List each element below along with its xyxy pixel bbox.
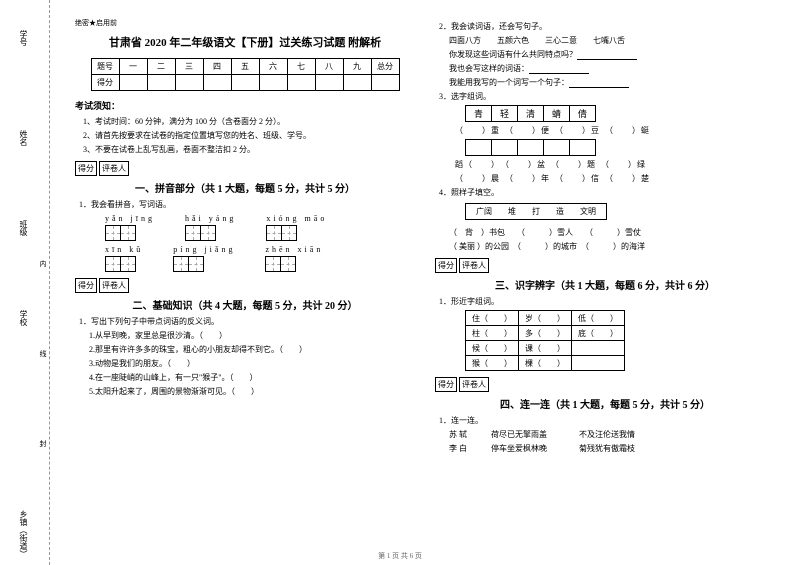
scorer-box-3: 得分评卷人 [435, 258, 775, 273]
sec2-q1-4: 4.在一座陡峭的山峰上，有一只"猴子"。（ ） [89, 372, 415, 383]
confidential-header: 绝密★启用前 [75, 18, 415, 28]
pinyin-row-2: xīn kǔ píng jiǎng zhēn xiān [105, 245, 415, 272]
sec2-q2-l1: 你发现这些词语有什么共同特点吗？ [449, 49, 775, 60]
paren-row-1: （ ）重 （ ）便 （ ）豆 （ ）蜓 [455, 125, 775, 136]
scorer-box-2: 得分评卷人 [75, 278, 415, 293]
char-blank-table-1 [465, 139, 596, 156]
sec2-q2: 2．我会读词语，还会写句子。 [439, 21, 775, 32]
label-school: 学校 [18, 310, 29, 326]
paren-row-2: 蹈（ ） （ ）盆 （ ）题 （ ）绿 [455, 159, 775, 170]
scorer-box-1: 得分评卷人 [75, 161, 415, 176]
notice-title: 考试须知： [75, 99, 415, 112]
section-3-title: 三、识字辨字（共 1 大题，每题 6 分，共计 6 分） [435, 277, 775, 292]
sec2-q3: 3．选字组词。 [439, 91, 775, 102]
score-value-row: 得分 [91, 75, 399, 91]
sec2-q1: 1．写出下列句子中带点词语的反义词。 [79, 316, 415, 327]
score-table: 题号 一 二 三 四 五 六 七 八 九 总分 得分 [91, 58, 400, 91]
right-column: 2．我会读词语，还会写句子。 四面八方 五颜六色 三心二意 七嘴八舌 你发现这些… [425, 18, 785, 555]
pinyin-row-1: yǎn jīng hǎi yáng xióng māo [105, 214, 415, 241]
sec2-q2-l3: 我能用我写的一个词写一个句子： [449, 77, 775, 88]
sec2-q2-l2: 我也会写这样的词语： [449, 63, 775, 74]
label-name: 姓名 [18, 130, 29, 146]
left-column: 绝密★启用前 甘肃省 2020 年二年级语文【下册】过关练习试题 附解析 题号 … [65, 18, 425, 555]
notice-2: 2、请首先按要求在试卷的指定位置填写您的姓名、班级、学号。 [83, 130, 415, 141]
sec4-l1: 苏 轼 荷尽已无擎雨盖 不及汪伦送我情 [449, 429, 775, 440]
scorer-box-4: 得分评卷人 [435, 377, 775, 392]
binding-margin: 学号 姓名 班级 学校 乡镇（街道） 内 线 封 [0, 0, 50, 565]
page-footer: 第 1 页 共 6 页 [0, 551, 800, 561]
sec2-q4-words: 广阔 堆 打 造 文明 [465, 203, 607, 220]
sec2-q4: 4．照样子填空。 [439, 187, 775, 198]
sec4-l2: 李 白 停车坐爱枫林晚 菊残犹有傲霜枝 [449, 443, 775, 454]
word-compare-table: 住（ ）岁（ ）低（ ） 柱（ ）多（ ）底（ ） 候（ ）课（ ） 猴（ ）棵… [465, 310, 625, 371]
section-2-title: 二、基础知识（共 4 大题，每题 5 分，共计 20 分） [75, 297, 415, 312]
paren-row-3: （ ）晨 （ ）年 （ ）信 （ ）楚 [455, 173, 775, 184]
page-content: 绝密★启用前 甘肃省 2020 年二年级语文【下册】过关练习试题 附解析 题号 … [50, 0, 800, 565]
section-1-title: 一、拼音部分（共 1 大题，每题 5 分，共计 5 分） [75, 180, 415, 195]
exam-title: 甘肃省 2020 年二年级语文【下册】过关练习试题 附解析 [75, 34, 415, 50]
seal-char-3: 封 [38, 440, 48, 447]
sec2-q1-1: 1.从早到晚，家里总是很沙清。（ ） [89, 330, 415, 341]
notice-3: 3、不要在试卷上乱写乱画，卷面不整洁扣 2 分。 [83, 144, 415, 155]
label-class: 班级 [18, 220, 29, 236]
sec2-q1-2: 2.那里有许许多多的珠宝，粗心的小朋友却得不到它。（ ） [89, 344, 415, 355]
section-4-title: 四、连一连（共 1 大题，每题 5 分，共计 5 分） [435, 396, 775, 411]
char-select-table: 青 轻 清 蜻 倩 [465, 105, 596, 122]
sec1-q1: 1．我会看拼音，写词语。 [79, 199, 415, 210]
sec2-q1-5: 5.太阳升起来了，周围的景物渐渐可见。（ ） [89, 386, 415, 397]
sec2-q1-3: 3.动物是我们的朋友。（ ） [89, 358, 415, 369]
sec2-q2-words: 四面八方 五颜六色 三心二意 七嘴八舌 [449, 35, 775, 46]
score-header-row: 题号 一 二 三 四 五 六 七 八 九 总分 [91, 59, 399, 75]
sec3-q1: 1．形近字组词。 [439, 296, 775, 307]
notice-1: 1、考试时间：60 分钟，满分为 100 分（含卷面分 2 分）。 [83, 116, 415, 127]
sec2-q4-l1: （ 背 ）书包 （ ）雪人 （ ）雪仗 [449, 227, 775, 238]
label-student-id: 学号 [18, 30, 29, 46]
sec2-q4-l2: （ 美丽 ）的公园 （ ）的城市 （ ）的海洋 [449, 241, 775, 252]
sec4-q1: 1．连一连。 [439, 415, 775, 426]
seal-char-2: 线 [38, 350, 48, 357]
seal-char-1: 内 [38, 260, 48, 267]
